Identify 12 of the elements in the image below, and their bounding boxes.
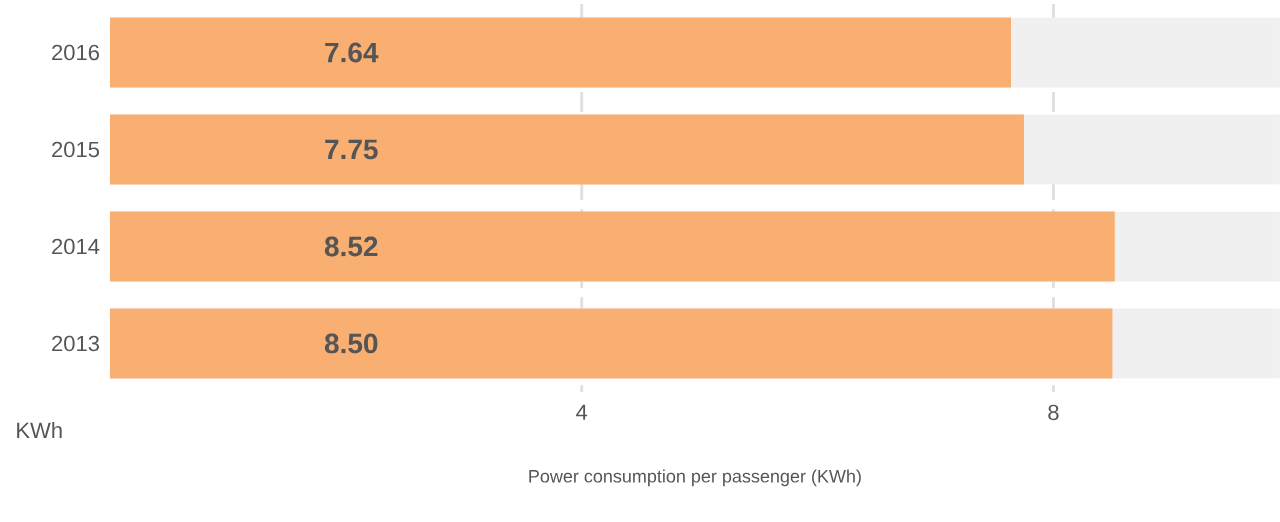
y-tick-label: 2013	[52, 335, 99, 352]
x-axis-title: Power consumption per passenger (KWh)	[529, 469, 861, 487]
data-label: 8.52	[324, 236, 378, 257]
data-label: 7.75	[325, 139, 378, 160]
x-tick-label: 4	[576, 404, 588, 420]
x-tick-label: 8	[1048, 404, 1059, 421]
data-label: 8.50	[324, 333, 378, 354]
text: KWh	[17, 422, 62, 438]
y-tick-label: 2015	[52, 141, 100, 158]
data-label: 7.64	[325, 42, 379, 63]
y-tick-label: 2014	[52, 238, 100, 255]
y-tick-label: 2016	[52, 44, 99, 61]
